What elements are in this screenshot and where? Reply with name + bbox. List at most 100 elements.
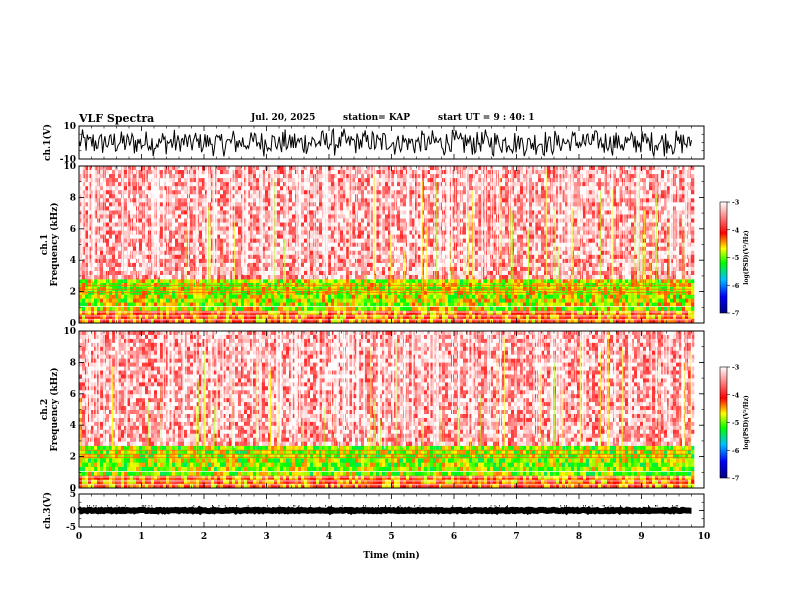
spectrogram-cell <box>160 194 164 199</box>
spectrogram-cell <box>211 302 215 307</box>
spectrogram-cell <box>118 186 122 191</box>
spectrogram-cell <box>100 258 104 264</box>
spectrogram-cell <box>448 302 452 307</box>
spectrogram-cell <box>187 294 191 299</box>
spectrogram-cell <box>118 279 122 284</box>
spectrogram-cell <box>247 234 251 239</box>
spectrogram-cell <box>439 318 443 324</box>
spectrogram-cell <box>94 230 98 235</box>
spectrogram-cell <box>505 310 509 315</box>
spectrogram-cell <box>343 202 347 207</box>
spectrogram-cell <box>220 206 224 211</box>
spectrogram-cell <box>358 302 362 307</box>
spectrogram-cell <box>250 258 254 264</box>
spectrogram-cell <box>283 302 287 307</box>
spectrogram-cell <box>277 238 281 244</box>
spectrogram-cell <box>316 202 320 207</box>
spectrogram-cell <box>493 290 497 296</box>
spectrogram-cell <box>403 306 407 311</box>
spectrogram-cell <box>196 298 200 303</box>
spectrogram-cell <box>304 238 308 244</box>
spectrogram-cell <box>139 306 143 311</box>
spectrogram-cell <box>556 314 560 320</box>
spectrogram-cell <box>112 258 116 264</box>
spectrogram-cell <box>310 250 314 256</box>
spectrogram-cell <box>133 318 137 324</box>
spectrogram-cell <box>271 306 275 311</box>
spectrogram-cell <box>613 298 617 303</box>
spectrogram-cell <box>334 302 338 307</box>
spectrogram-cell <box>277 242 281 248</box>
spectrogram-cell <box>277 275 281 280</box>
spectrogram-cell <box>127 275 131 280</box>
spectrogram-cell <box>262 226 266 231</box>
spectrogram-cell <box>274 310 278 315</box>
spectrogram-cell <box>586 314 590 320</box>
spectrogram-cell <box>577 310 581 315</box>
spectrogram-cell <box>649 302 653 307</box>
spectrogram-cell <box>301 246 305 252</box>
spectrogram-cell <box>85 310 89 315</box>
spectrogram-cell <box>391 279 395 284</box>
spectrogram-cell <box>415 302 419 307</box>
spectrogram-cell <box>169 214 173 219</box>
spectrogram-cell <box>622 294 626 299</box>
spectrogram-cell <box>202 230 206 235</box>
spectrogram-cell <box>625 290 629 296</box>
spectrogram-cell <box>502 310 506 315</box>
spectrogram-cell <box>169 210 173 215</box>
spectrogram-cell <box>109 170 113 175</box>
spectrogram-cell <box>346 242 350 248</box>
spectrogram-cell <box>199 270 203 276</box>
spectrogram-cell <box>631 298 635 303</box>
spectrogram-cell <box>262 182 266 187</box>
spectrogram-cell <box>277 306 281 311</box>
spectrogram-cell <box>256 182 260 187</box>
spectrogram-cell <box>169 222 173 227</box>
spectrogram-cell <box>262 294 266 299</box>
spectrogram-cell <box>139 254 143 260</box>
spectrogram-cell <box>319 218 323 223</box>
spectrogram-cell <box>466 294 470 299</box>
spectrogram-cell <box>412 294 416 299</box>
spectrogram-cell <box>607 290 611 296</box>
spectrogram-cell <box>133 250 137 256</box>
spectrogram-cell <box>265 275 269 280</box>
spectrogram-cell <box>310 186 314 191</box>
spectrogram-cell <box>598 306 602 311</box>
spectrogram-cell <box>316 218 320 223</box>
spectrogram-cell <box>301 226 305 231</box>
spectrogram-cell <box>199 230 203 235</box>
spectrogram-cell <box>256 194 260 199</box>
spectrogram-cell <box>235 222 239 227</box>
spectrogram-cell <box>127 166 131 171</box>
spectrogram-cell <box>163 186 167 191</box>
spectrogram-cell <box>268 254 272 260</box>
spectrogram-cell <box>109 290 113 296</box>
spectrogram-cell <box>445 290 449 296</box>
spectrogram-cell <box>148 214 152 219</box>
spectrogram-cell <box>295 314 299 320</box>
spectrogram-cell <box>352 318 356 324</box>
spectrogram-cell <box>346 190 350 195</box>
spectrogram-cell <box>430 294 434 299</box>
spectrogram-cell <box>235 318 239 324</box>
spectrogram-cell <box>220 230 224 235</box>
spectrogram-cell <box>433 298 437 303</box>
spectrogram-cell <box>226 198 230 203</box>
spectrogram-cell <box>178 230 182 235</box>
spectrogram-cell <box>109 298 113 303</box>
spectrogram-cell <box>661 318 665 324</box>
spectrogram-cell <box>184 178 188 183</box>
spectrogram-cell <box>160 222 164 227</box>
spectrogram-cell <box>499 290 503 296</box>
spectrogram-cell <box>175 182 179 187</box>
spectrogram-cell <box>253 290 257 296</box>
spectrogram-cell <box>94 250 98 256</box>
spectrogram-cell <box>94 170 98 175</box>
spectrogram-cell <box>295 279 299 284</box>
spectrogram-cell <box>487 290 491 296</box>
spectrogram-cell <box>337 226 341 231</box>
spectrogram-cell <box>229 186 233 191</box>
spectrogram-cell <box>139 206 143 211</box>
